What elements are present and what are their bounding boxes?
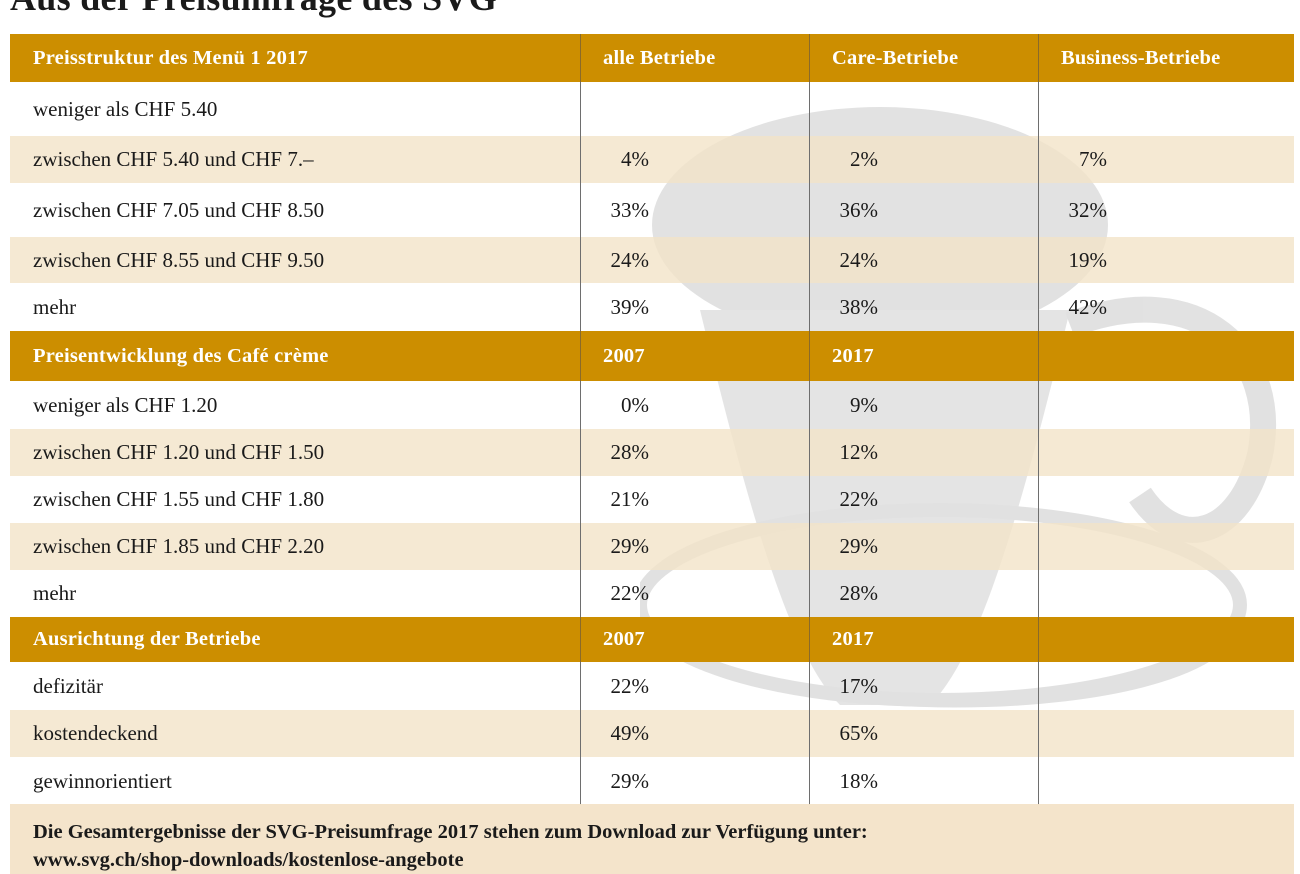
value-cell: 22%	[610, 581, 650, 605]
row-label: gewinnorientiert	[33, 768, 172, 793]
value-cell: 17%	[839, 673, 879, 698]
value-cell: 38%	[839, 294, 879, 319]
row-label: mehr	[33, 581, 77, 605]
table-row: weniger als CHF 5.40	[10, 82, 1294, 136]
page-title: Aus der Preisumfrage des SVG	[10, 0, 497, 18]
header-cell	[1038, 617, 1294, 662]
table-row: zwischen CHF 1.55 und CHF 1.80 21% 22%	[10, 476, 1294, 523]
value-cell: 12%	[839, 440, 879, 464]
table-row: zwischen CHF 1.20 und CHF 1.50 28% 12%	[10, 429, 1294, 476]
value-cell: 49%	[610, 721, 650, 745]
value-cell: 0%	[621, 392, 649, 417]
value-cell: 24%	[839, 247, 879, 272]
table-row: gewinnorientiert 29% 18%	[10, 757, 1294, 805]
download-note: Die Gesamtergebnisse der SVG-Preisumfrag…	[10, 804, 1294, 874]
value-cell: 19%	[1068, 247, 1108, 272]
header-cell: 2017	[809, 617, 1038, 662]
value-cell: 7%	[1079, 147, 1107, 171]
row-label: zwischen CHF 1.20 und CHF 1.50	[33, 440, 325, 464]
header-cell: Business-Betriebe	[1038, 34, 1294, 82]
table-row: mehr 39% 38% 42%	[10, 283, 1294, 331]
section-header-business-orientation: Ausrichtung der Betriebe 2007 2017	[10, 617, 1294, 662]
header-cell: 2017	[809, 331, 1038, 381]
value-cell: 28%	[610, 440, 650, 464]
header-cell: Preisentwicklung des Café crème	[33, 344, 329, 367]
table-row: zwischen CHF 8.55 und CHF 9.50 24% 24% 1…	[10, 237, 1294, 283]
header-cell: 2007	[580, 617, 809, 662]
row-label: zwischen CHF 1.85 und CHF 2.20	[33, 534, 325, 558]
header-cell: Preisstruktur des Menü 1 2017	[33, 46, 308, 69]
value-cell: 18%	[839, 768, 879, 793]
value-cell: 39%	[610, 294, 650, 319]
row-label: zwischen CHF 8.55 und CHF 9.50	[33, 247, 325, 272]
section-header-cafe-creme: Preisentwicklung des Café crème 2007 201…	[10, 331, 1294, 381]
header-cell: 2007	[580, 331, 809, 381]
value-cell: 29%	[610, 768, 650, 793]
value-cell: 24%	[610, 247, 650, 272]
download-note-text: Die Gesamtergebnisse der SVG-Preisumfrag…	[33, 821, 868, 843]
table-row: kostendeckend 49% 65%	[10, 710, 1294, 757]
row-label: defizitär	[33, 673, 103, 698]
row-label: weniger als CHF 1.20	[33, 392, 218, 417]
table-row: zwischen CHF 1.85 und CHF 2.20 29% 29%	[10, 523, 1294, 570]
row-label: mehr	[33, 294, 77, 319]
value-cell: 21%	[610, 487, 650, 511]
table-row: zwischen CHF 5.40 und CHF 7.– 4% 2% 7%	[10, 136, 1294, 183]
table-row: defizitär 22% 17%	[10, 662, 1294, 710]
value-cell: 9%	[850, 392, 878, 417]
value-cell: 32%	[1068, 197, 1108, 222]
row-label: kostendeckend	[33, 721, 158, 745]
value-cell: 42%	[1068, 294, 1108, 319]
download-link[interactable]: www.svg.ch/shop-downloads/kostenlose-ang…	[33, 849, 464, 871]
header-cell	[1038, 331, 1294, 381]
header-cell: alle Betriebe	[580, 34, 809, 82]
price-survey-table: Preisstruktur des Menü 1 2017 alle Betri…	[10, 34, 1294, 805]
table-row: mehr 22% 28%	[10, 570, 1294, 617]
table-row: weniger als CHF 1.20 0% 9%	[10, 381, 1294, 429]
value-cell: 29%	[610, 534, 650, 558]
table-row: zwischen CHF 7.05 und CHF 8.50 33% 36% 3…	[10, 183, 1294, 237]
value-cell: 22%	[610, 673, 650, 698]
header-cell: Care-Betriebe	[809, 34, 1038, 82]
value-cell: 33%	[610, 197, 650, 222]
header-cell: Ausrichtung der Betriebe	[33, 628, 261, 650]
row-label: weniger als CHF 5.40	[33, 96, 218, 121]
value-cell: 36%	[839, 197, 879, 222]
section-header-menu-prices: Preisstruktur des Menü 1 2017 alle Betri…	[10, 34, 1294, 82]
value-cell: 2%	[850, 147, 878, 171]
value-cell: 22%	[839, 487, 879, 511]
row-label: zwischen CHF 7.05 und CHF 8.50	[33, 197, 325, 222]
row-label: zwischen CHF 5.40 und CHF 7.–	[33, 147, 314, 171]
row-label: zwischen CHF 1.55 und CHF 1.80	[33, 487, 325, 511]
value-cell: 29%	[839, 534, 879, 558]
value-cell: 4%	[621, 147, 649, 171]
value-cell: 28%	[839, 581, 879, 605]
value-cell: 65%	[839, 721, 879, 745]
